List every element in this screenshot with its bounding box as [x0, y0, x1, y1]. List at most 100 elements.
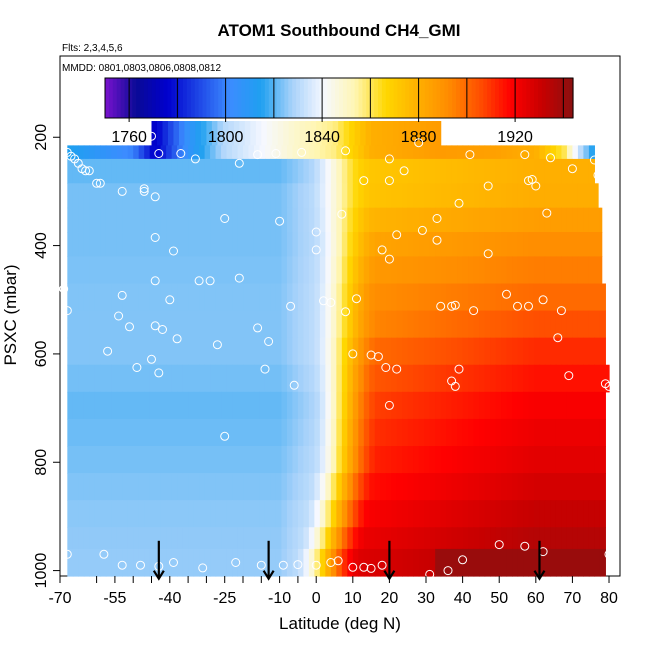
heatmap-cell	[193, 500, 200, 528]
heatmap-cell	[286, 158, 294, 184]
heatmap-cell	[336, 145, 343, 160]
heatmap-cell	[171, 500, 178, 528]
heatmap-cell	[308, 145, 315, 160]
heatmap-cell	[555, 418, 563, 447]
sample-point	[604, 381, 614, 391]
heatmap-cell	[462, 232, 469, 258]
sample-point	[567, 164, 577, 174]
heatmap-cell	[319, 446, 326, 474]
heatmap-cell	[193, 337, 200, 366]
heatmap-cell	[253, 548, 261, 577]
heatmap-cell	[336, 418, 343, 447]
heatmap-cell	[149, 473, 156, 501]
heatmap-cell	[226, 446, 233, 474]
heatmap-cell	[539, 418, 546, 447]
heatmap-cell	[177, 391, 184, 420]
heatmap-cell	[253, 500, 261, 528]
heatmap-cell	[583, 548, 590, 577]
heatmap-cell	[490, 310, 497, 339]
heatmap-cell	[457, 145, 464, 160]
heatmap-cell	[303, 232, 310, 258]
heatmap-cell	[116, 232, 123, 258]
sample-point	[443, 566, 453, 576]
heatmap-cell	[380, 158, 387, 184]
heatmap-cell	[517, 337, 524, 366]
heatmap-cell	[484, 337, 491, 366]
heatmap-cell	[341, 548, 348, 577]
heatmap-cell	[418, 473, 425, 501]
heatmap-cell	[149, 446, 156, 474]
sample-point	[253, 323, 263, 333]
colorbar-segment	[354, 78, 360, 118]
heatmap-cell	[424, 183, 431, 209]
heatmap-cell	[457, 232, 464, 258]
heatmap-cell	[413, 158, 420, 184]
heatmap-cell	[512, 310, 519, 339]
heatmap-cell	[138, 256, 145, 285]
heatmap-cell	[199, 391, 206, 420]
colorbar-segment	[206, 78, 211, 118]
heatmap-cell	[429, 418, 436, 447]
heatmap-cell	[347, 391, 354, 420]
sample-point	[520, 541, 530, 551]
heatmap-cell	[396, 183, 403, 209]
heatmap-cell	[94, 446, 101, 474]
colorbar-segment	[311, 78, 317, 118]
heatmap-cell	[363, 232, 370, 258]
heatmap-cell	[539, 364, 546, 393]
heatmap-cell	[133, 548, 140, 577]
heatmap-cell	[380, 183, 387, 209]
heatmap-cell	[374, 418, 381, 447]
heatmap-cell	[374, 310, 381, 339]
heatmap-cell	[232, 446, 239, 474]
heatmap-cell	[352, 183, 359, 209]
sample-point	[165, 295, 175, 305]
heatmap-cell	[550, 207, 557, 233]
heatmap-cell	[468, 207, 475, 233]
heatmap-cell	[67, 473, 74, 501]
heatmap-cell	[528, 548, 535, 577]
heatmap-cell	[243, 364, 250, 393]
heatmap-cell	[523, 232, 530, 258]
colorbar-segment	[288, 78, 293, 118]
heatmap-cell	[523, 391, 530, 420]
colorbar-segment	[502, 78, 508, 118]
colorbar-segment	[374, 78, 379, 118]
heatmap-cell	[286, 183, 294, 209]
heatmap-cell	[221, 145, 228, 160]
sample-point	[154, 368, 164, 378]
heatmap-cell	[555, 256, 563, 285]
heatmap-cell	[354, 121, 361, 146]
heatmap-cell	[237, 310, 244, 339]
heatmap-cell	[243, 158, 250, 184]
sample-point	[483, 249, 493, 259]
heatmap-cell	[533, 310, 541, 339]
heatmap-cell	[413, 527, 420, 550]
heatmap-cell	[122, 158, 129, 184]
heatmap-cell	[286, 473, 294, 501]
heatmap-cell	[457, 446, 464, 474]
heatmap-cell	[413, 183, 420, 209]
heatmap-cell	[424, 391, 431, 420]
colorbar-segment	[436, 78, 441, 118]
heatmap-cell	[457, 500, 464, 528]
heatmap-cell	[286, 500, 294, 528]
sample-point	[542, 208, 552, 218]
colorbar-segment	[440, 78, 445, 118]
heatmap-cell	[292, 232, 299, 258]
heatmap-cell	[303, 283, 310, 312]
heatmap-cell	[561, 446, 568, 474]
heatmap-cell	[327, 121, 334, 146]
heatmap-cell	[523, 207, 530, 233]
heatmap-cell	[413, 232, 420, 258]
heatmap-cell	[572, 183, 579, 209]
heatmap-cell	[407, 232, 414, 258]
heatmap-cell	[588, 232, 595, 258]
heatmap-cell	[199, 310, 206, 339]
heatmap-cell	[402, 232, 409, 258]
heatmap-cell	[424, 207, 431, 233]
heatmap-cell	[512, 337, 519, 366]
heatmap-cell	[325, 158, 332, 184]
heatmap-cell	[270, 500, 277, 528]
heatmap-cell	[100, 232, 107, 258]
